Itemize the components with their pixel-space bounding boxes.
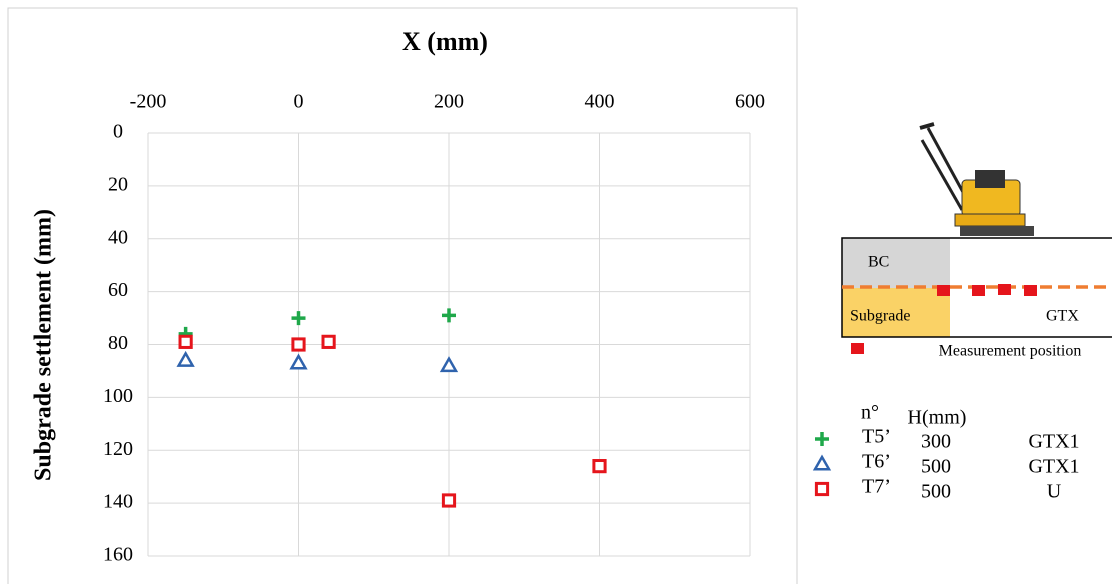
square-marker	[814, 481, 830, 497]
y-tick-label: 60	[108, 279, 128, 301]
y-tick-label: 0	[113, 121, 123, 143]
y-axis-label: Subgrade settlement (mm)	[31, 209, 57, 481]
legend-value: U	[1047, 481, 1062, 503]
triangle-marker	[289, 353, 308, 370]
x-tick-label: 600	[735, 91, 765, 113]
triangle-marker	[176, 350, 195, 367]
layer-label: GTX	[1046, 308, 1079, 325]
legend-header: n°	[861, 402, 879, 424]
y-tick-label: 160	[103, 544, 133, 566]
x-axis-label: X (mm)	[402, 27, 488, 56]
legend-value: GTX1	[1028, 431, 1079, 453]
chart-frame	[7, 7, 798, 584]
legend-label: T6’	[862, 451, 891, 473]
y-tick-label: 40	[108, 226, 128, 248]
y-tick-label: 80	[108, 332, 128, 354]
square-marker	[592, 459, 607, 474]
x-tick-label: 200	[434, 91, 464, 113]
subgrade-layer	[842, 288, 950, 337]
position-marker	[937, 285, 950, 296]
legend-value: 300	[921, 431, 951, 453]
square-marker	[291, 337, 306, 352]
x-tick-label: -200	[130, 91, 167, 113]
x-tick-label: 400	[585, 91, 615, 113]
marker-legend-label: Measurement position	[939, 343, 1082, 360]
triangle-marker	[812, 454, 832, 471]
layer-label: BC	[868, 254, 889, 271]
y-tick-label: 100	[103, 385, 133, 407]
legend-label: T5’	[862, 426, 891, 448]
legend-header: H(mm)	[908, 407, 967, 429]
x-tick-label: 0	[294, 91, 304, 113]
square-marker	[441, 493, 457, 508]
legend-value: 500	[921, 481, 951, 503]
plus-marker	[815, 432, 829, 446]
plus-marker	[442, 308, 456, 323]
y-tick-label: 140	[103, 491, 133, 513]
layer-label: Subgrade	[850, 308, 910, 325]
y-tick-label: 120	[103, 438, 133, 460]
y-tick-label: 20	[108, 173, 128, 195]
position-marker	[1024, 285, 1037, 296]
compactor-illustration	[919, 122, 1034, 236]
position-marker	[972, 285, 985, 296]
legend-label: T7’	[862, 476, 891, 498]
legend-marker	[851, 343, 864, 354]
triangle-marker	[439, 356, 459, 373]
schematic: BC Subgrade GTX Measurement position	[841, 237, 1112, 360]
square-marker	[178, 334, 193, 349]
square-marker	[321, 334, 336, 349]
legend-value: GTX1	[1028, 456, 1079, 478]
plus-marker	[291, 311, 306, 326]
bc-layer	[842, 238, 950, 288]
position-marker	[998, 284, 1011, 295]
legend-value: 500	[921, 456, 951, 478]
